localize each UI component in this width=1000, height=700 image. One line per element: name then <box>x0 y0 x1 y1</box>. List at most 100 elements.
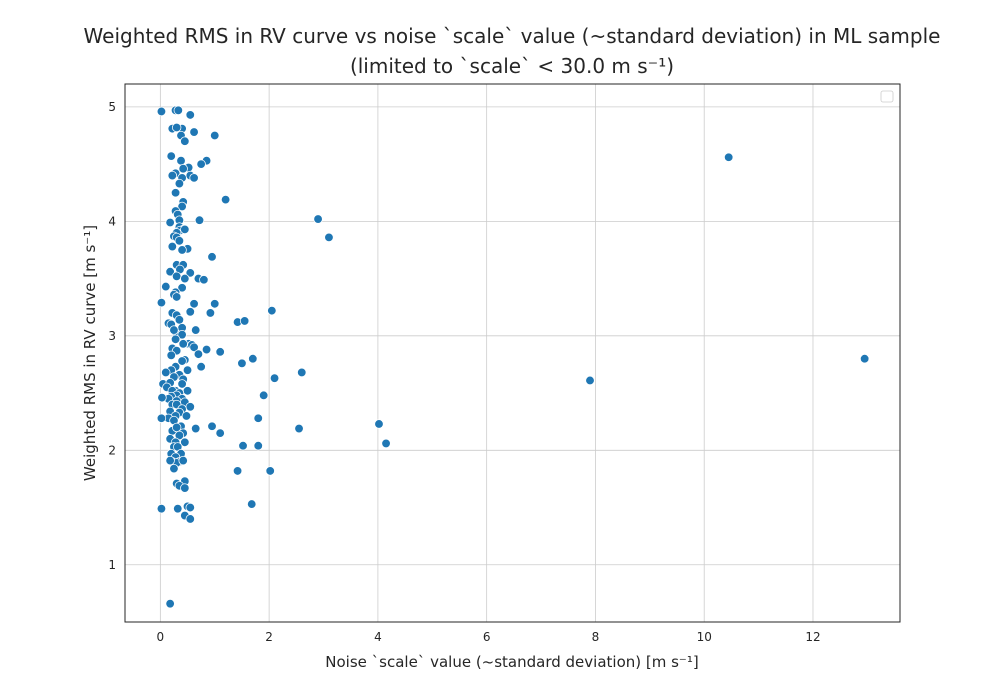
data-point <box>265 466 275 476</box>
y-tick-label: 1 <box>108 558 116 572</box>
data-point <box>165 217 175 228</box>
data-point <box>180 136 190 146</box>
x-tick-label: 4 <box>374 630 382 644</box>
data-point <box>156 106 167 117</box>
data-point <box>174 178 185 189</box>
data-point <box>210 299 220 309</box>
data-point <box>156 297 167 308</box>
data-point <box>259 390 269 401</box>
data-point <box>253 441 263 451</box>
x-tick-label: 10 <box>697 630 712 644</box>
data-point <box>381 438 391 449</box>
data-point <box>185 514 195 524</box>
data-point <box>207 421 217 431</box>
data-point <box>189 342 199 352</box>
data-point <box>178 455 188 466</box>
data-point <box>165 599 175 609</box>
data-point <box>185 268 195 278</box>
data-point <box>724 152 734 162</box>
data-point <box>170 334 181 344</box>
data-point <box>294 423 304 434</box>
chart-title-line2: (limited to `scale` < 30.0 m s⁻¹) <box>350 54 674 78</box>
data-point <box>210 130 220 141</box>
data-point <box>374 419 384 429</box>
y-tick-label: 2 <box>108 443 116 457</box>
data-point <box>178 164 188 174</box>
data-point <box>171 292 182 302</box>
data-point <box>180 273 190 284</box>
data-point <box>173 504 183 514</box>
data-point <box>170 188 181 198</box>
data-point <box>165 267 175 277</box>
data-point <box>182 365 193 375</box>
data-point <box>189 299 199 309</box>
data-point <box>171 122 182 133</box>
data-point <box>247 499 257 509</box>
data-point <box>174 315 185 325</box>
data-point <box>167 170 177 181</box>
data-point <box>205 308 216 318</box>
chart-title-line1: Weighted RMS in RV curve vs noise `scale… <box>84 24 941 48</box>
data-point <box>177 201 187 212</box>
data-point <box>585 375 595 386</box>
data-point <box>297 367 307 378</box>
x-tick-label: 8 <box>592 630 600 644</box>
data-point <box>194 215 205 225</box>
data-point <box>269 373 280 383</box>
y-axis-label: Weighted RMS in RV curve [m s⁻¹] <box>81 225 99 481</box>
data-point <box>180 437 190 447</box>
data-point <box>185 110 195 120</box>
data-point <box>324 232 334 243</box>
data-point <box>173 105 183 116</box>
x-tick-label: 0 <box>157 630 165 644</box>
data-point <box>239 316 250 326</box>
data-point <box>185 307 195 317</box>
data-point <box>157 392 167 403</box>
data-point <box>313 214 323 224</box>
x-axis-label: Noise `scale` value (~standard deviation… <box>325 653 698 671</box>
x-tick-label: 2 <box>265 630 273 644</box>
data-point <box>189 173 199 183</box>
data-point <box>177 283 187 293</box>
data-point <box>177 356 187 366</box>
data-point <box>174 236 185 246</box>
data-point <box>177 379 187 389</box>
plot-frame <box>124 83 901 623</box>
data-point <box>201 344 212 355</box>
data-point <box>167 241 177 252</box>
data-point <box>180 483 190 493</box>
data-point <box>185 502 195 513</box>
data-point <box>177 330 187 340</box>
data-point <box>169 463 179 474</box>
data-point <box>178 339 188 349</box>
data-point <box>196 159 206 169</box>
data-point <box>215 428 225 438</box>
data-point <box>189 127 199 137</box>
data-point <box>196 362 206 372</box>
data-point <box>161 367 171 378</box>
data-point <box>253 413 263 423</box>
grid-lines <box>125 84 900 622</box>
data-point <box>182 386 193 396</box>
data-point <box>165 455 175 466</box>
data-point <box>199 275 209 285</box>
y-tick-label: 5 <box>108 100 116 114</box>
data-point <box>237 358 247 368</box>
data-point <box>238 441 248 451</box>
data-point <box>169 325 179 335</box>
data-point <box>193 349 204 359</box>
data-point <box>232 466 243 476</box>
data-point <box>207 252 217 262</box>
data-point <box>161 281 171 292</box>
data-point <box>859 354 870 364</box>
legend-box <box>880 90 894 103</box>
data-point <box>180 224 190 235</box>
data-point <box>156 413 167 423</box>
data-point <box>267 305 277 316</box>
data-point <box>215 347 225 357</box>
data-point <box>185 402 195 412</box>
data-point <box>156 504 167 514</box>
data-point <box>176 156 186 166</box>
